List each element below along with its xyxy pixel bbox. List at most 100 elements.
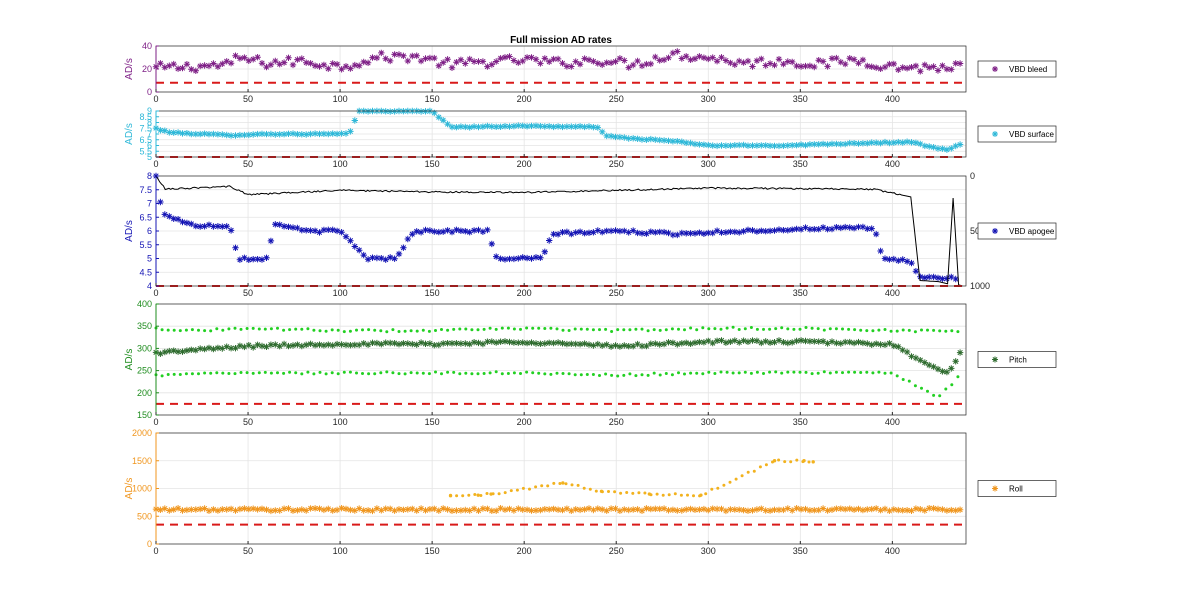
data-point — [373, 328, 377, 332]
data-point — [184, 372, 188, 376]
data-point — [347, 128, 354, 135]
data-point — [373, 505, 381, 512]
data-point — [532, 122, 540, 129]
data-point — [890, 342, 897, 350]
data-point — [448, 494, 453, 498]
data-point — [250, 131, 257, 138]
data-point — [576, 341, 584, 348]
data-point — [630, 343, 637, 350]
series-roll — [152, 505, 964, 515]
data-point — [431, 109, 438, 117]
data-point — [691, 55, 699, 62]
data-point — [665, 339, 672, 346]
data-point — [939, 368, 946, 375]
data-point — [899, 256, 906, 263]
data-point — [493, 507, 500, 514]
data-point — [174, 505, 182, 512]
data-point — [541, 55, 548, 62]
data-point — [926, 64, 933, 71]
data-point — [594, 60, 601, 67]
data-point — [877, 140, 884, 147]
data-point — [873, 505, 880, 512]
data-point — [841, 371, 844, 375]
data-point — [890, 139, 897, 146]
data-point — [603, 227, 610, 235]
data-point — [303, 507, 310, 514]
data-point — [543, 327, 547, 330]
data-point — [267, 507, 275, 515]
data-point — [607, 505, 615, 512]
data-point — [930, 505, 937, 512]
y-tick-label: 1500 — [132, 456, 152, 466]
data-point — [161, 348, 168, 356]
data-point — [603, 507, 610, 514]
data-point — [364, 59, 372, 66]
data-point — [336, 328, 340, 332]
legend-label: VBD bleed — [1009, 65, 1047, 74]
data-point — [607, 59, 615, 66]
data-point — [950, 383, 954, 387]
data-point — [687, 139, 694, 147]
data-point — [276, 343, 283, 350]
data-point — [568, 230, 575, 238]
data-point — [554, 123, 562, 130]
data-point — [563, 228, 571, 235]
data-point — [573, 373, 577, 377]
data-point — [846, 55, 853, 62]
data-point — [718, 229, 725, 236]
data-point — [749, 142, 756, 149]
data-point — [802, 337, 809, 345]
data-point — [628, 328, 632, 332]
data-point — [440, 228, 447, 235]
data-point — [590, 124, 597, 131]
data-point — [758, 227, 765, 234]
data-point — [864, 140, 871, 147]
data-point — [484, 226, 491, 234]
data-point — [603, 59, 610, 66]
data-point — [864, 62, 871, 70]
data-point — [709, 505, 716, 512]
data-point — [210, 223, 217, 230]
x-tick-label: 200 — [517, 546, 532, 556]
data-point — [300, 327, 304, 331]
data-point — [280, 131, 288, 138]
data-point — [822, 370, 826, 374]
data-point — [855, 505, 862, 513]
data-point — [786, 370, 790, 374]
data-point — [272, 507, 279, 514]
data-point — [753, 142, 761, 149]
data-point — [674, 138, 681, 145]
data-point — [740, 507, 747, 514]
data-point — [789, 507, 796, 514]
data-point — [501, 256, 509, 263]
data-point — [221, 371, 225, 375]
data-point — [434, 370, 437, 374]
data-point — [877, 341, 884, 348]
data-point — [417, 57, 425, 65]
data-point — [515, 255, 522, 262]
data-point — [466, 55, 473, 63]
data-point — [160, 328, 164, 332]
data-point — [258, 60, 266, 67]
series-5-2 — [448, 458, 815, 498]
data-point — [466, 229, 473, 236]
y2-tick-label: 1000 — [970, 281, 990, 291]
data-point — [613, 490, 617, 494]
data-point — [581, 55, 588, 62]
data-point — [695, 371, 699, 375]
data-point — [537, 340, 544, 347]
data-point — [532, 254, 540, 261]
data-point — [434, 329, 437, 332]
data-point — [197, 130, 204, 138]
data-point — [802, 505, 809, 513]
data-point — [444, 506, 451, 513]
data-point — [479, 228, 487, 235]
data-point — [727, 506, 734, 513]
data-point — [161, 127, 168, 134]
data-point — [744, 142, 752, 149]
x-tick-label: 50 — [243, 159, 253, 169]
data-point — [528, 122, 535, 130]
data-point — [792, 327, 796, 331]
data-point — [391, 328, 395, 332]
legend-label: Pitch — [1009, 356, 1027, 365]
